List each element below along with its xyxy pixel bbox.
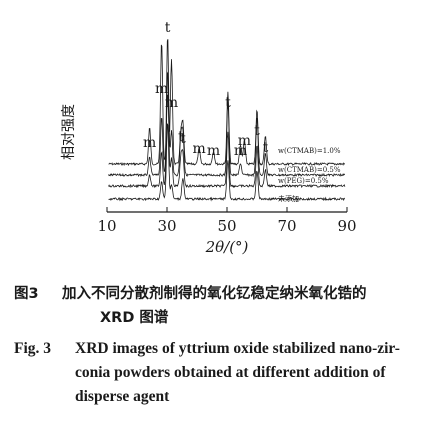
peak-marker: m [207, 143, 220, 159]
trace-group [108, 39, 346, 202]
caption-en-number: Fig. 3 [14, 340, 52, 357]
caption-en-line2: conia powders obtained at different addi… [75, 364, 386, 381]
x-tick-label: 70 [277, 217, 296, 235]
caption-en-line1: XRD images of yttrium oxide stabilized n… [75, 340, 400, 357]
caption-cn-number: 图3 [14, 286, 39, 302]
peak-marker: m [165, 95, 178, 111]
legend-entry: 未添加 [278, 194, 299, 203]
caption-cn-line1: 加入不同分散剂制得的氧化钇稳定纳米氧化锆的 [62, 286, 367, 302]
x-tick-label: 10 [97, 217, 116, 235]
y-axis-label: 相对强度 [61, 104, 77, 160]
caption-cn-line2: XRD 图谱 [100, 310, 169, 326]
peak-marker: m [143, 135, 156, 151]
peak-marker: m [192, 141, 205, 157]
peak-marker: m [238, 133, 251, 149]
peak-marker: t [165, 20, 171, 36]
peak-marker: t [180, 131, 186, 147]
series-trace [108, 71, 346, 189]
x-tick-label: 30 [157, 217, 176, 235]
x-tick-label: 90 [337, 217, 356, 235]
legend-entry: w(CTMAB)=0.5% [278, 166, 341, 174]
series-trace [108, 39, 346, 178]
x-axis-label: 2θ/(°) [205, 238, 249, 256]
legend-entry: w(PEG)=0.5% [278, 177, 329, 185]
peak-marker: t [263, 140, 269, 156]
x-ticks: 10 30 50 70 90 [97, 207, 357, 235]
x-tick-label: 50 [217, 217, 236, 235]
caption-en-line3: disperse agent [75, 388, 170, 405]
peak-marker: t [254, 123, 260, 139]
legend-entry: w(CTMAB)=1.0% [278, 147, 341, 155]
series-trace [108, 123, 346, 202]
peak-marker: t [178, 129, 184, 145]
peak-marker: m [234, 143, 247, 159]
peak-marker: t [225, 95, 231, 111]
peak-marker: m [155, 81, 168, 97]
legend: w(CTMAB)=1.0% w(CTMAB)=0.5% w(PEG)=0.5% 未添加 [278, 147, 341, 203]
